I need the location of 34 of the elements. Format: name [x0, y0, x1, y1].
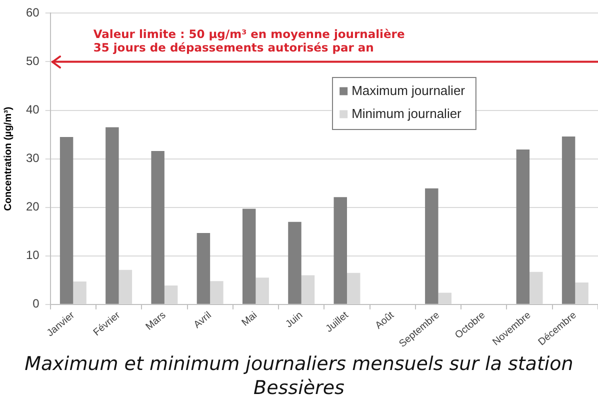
bar — [73, 282, 86, 304]
x-tick-label: Mai — [240, 310, 260, 329]
y-tick-label: 60 — [26, 6, 40, 20]
bar — [438, 292, 452, 304]
bar — [60, 136, 74, 304]
bar — [118, 270, 132, 304]
y-tick-label: 20 — [26, 200, 40, 214]
legend-label: Minimum journalier — [352, 106, 462, 121]
bar — [516, 150, 530, 304]
bar — [425, 188, 438, 304]
bar — [106, 127, 119, 304]
y-tick-label: 40 — [26, 102, 40, 117]
bar — [164, 285, 178, 304]
y-tick-label: 30 — [26, 151, 40, 166]
y-axis-title: Concentration (µg/m³) — [2, 106, 14, 211]
bar — [151, 151, 164, 304]
bar — [575, 282, 588, 304]
y-tick-label: 50 — [26, 54, 40, 68]
text: Maximum et minimum journaliers mensuels sur la station Bessières — [24, 352, 574, 400]
bar — [288, 222, 302, 304]
bar — [256, 278, 269, 304]
bar — [242, 208, 256, 304]
ref-line-label: Valeur limite : 50 µg/m³ en moyenne journalière 35 jours de dépassements autorisés par an — [93, 27, 405, 55]
bar — [562, 136, 576, 304]
bar — [334, 197, 347, 304]
legend-label: Maximum journalier — [352, 82, 466, 98]
x-tick-label: Juin — [284, 310, 306, 330]
bar — [210, 281, 224, 304]
bar — [196, 233, 210, 304]
bar — [530, 272, 543, 304]
bar — [301, 275, 315, 304]
y-tick-label: 0 — [32, 296, 40, 311]
y-tick-label: 10 — [26, 248, 40, 262]
bar — [346, 272, 360, 304]
